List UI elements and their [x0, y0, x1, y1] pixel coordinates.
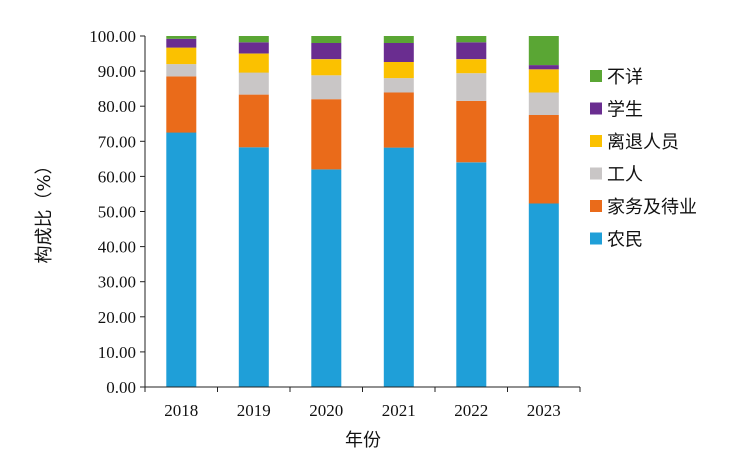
- x-axis-title: 年份: [345, 430, 381, 451]
- y-tick-label: 30.00: [98, 273, 136, 292]
- bars-group: [166, 36, 559, 387]
- legend-label-series-5: 不详: [607, 67, 643, 88]
- bar-segment-2020-series-5: [311, 36, 342, 43]
- legend-swatch-series-4: [590, 102, 602, 115]
- bar-segment-2018-series-1: [166, 76, 197, 133]
- y-tick-label: 90.00: [98, 62, 136, 81]
- bar-segment-2020-series-4: [311, 43, 342, 60]
- bar-segment-2019-series-5: [238, 36, 269, 43]
- bar-segment-2023-series-0: [528, 203, 559, 387]
- x-tick-labels: 2018 2019 2020 2021 2022 2023: [164, 401, 561, 420]
- bar-segment-2021-series-1: [383, 92, 414, 148]
- legend-label-series-0: 农民: [607, 230, 643, 251]
- bar-segment-2023-series-4: [528, 65, 559, 70]
- y-tick-label: 80.00: [98, 97, 136, 116]
- axes-group: [140, 35, 581, 392]
- y-tick-label: 20.00: [98, 308, 136, 327]
- bar-segment-2018-series-0: [166, 132, 197, 387]
- bar-segment-2022-series-3: [456, 59, 487, 74]
- legend-swatch-series-1: [590, 200, 602, 212]
- bar-segment-2022-series-5: [456, 36, 487, 43]
- y-tick-labels: 0.00 10.00 20.00 30.00 40.00 50.00 60.00 70.00 8…: [89, 27, 136, 397]
- bar-segment-2023-series-1: [528, 115, 559, 204]
- bar-segment-2023-series-5: [528, 36, 559, 66]
- bar-segment-2019-series-1: [238, 94, 269, 148]
- x-tick-label: 2023: [527, 401, 561, 420]
- y-tick-label: 10.00: [98, 343, 136, 362]
- y-tick-label: 0.00: [106, 378, 136, 397]
- bar-segment-2019-series-4: [238, 42, 269, 54]
- legend-swatch-series-3: [590, 135, 602, 147]
- bar-segment-2022-series-2: [456, 73, 487, 101]
- legend-swatch-series-5: [590, 70, 602, 82]
- legend-swatch-series-2: [590, 167, 602, 180]
- legend-label-series-4: 学生: [607, 100, 643, 121]
- legend-label-series-3: 离退人员: [607, 132, 679, 153]
- bar-segment-2018-series-3: [166, 47, 197, 65]
- bar-segment-2018-series-5: [166, 36, 197, 39]
- bar-segment-2022-series-0: [456, 162, 487, 387]
- bar-segment-2018-series-4: [166, 38, 197, 48]
- legend-label-series-1: 家务及待业: [607, 197, 697, 218]
- x-tick-label: 2018: [164, 401, 198, 420]
- x-tick-label: 2019: [237, 401, 271, 420]
- bar-segment-2020-series-3: [311, 59, 342, 76]
- bar-segment-2021-series-5: [383, 36, 414, 43]
- bar-segment-2019-series-3: [238, 53, 269, 73]
- bar-segment-2018-series-2: [166, 64, 197, 77]
- legend-label-series-2: 工人: [607, 165, 643, 186]
- legend-swatch-series-0: [590, 232, 602, 245]
- bar-segment-2021-series-4: [383, 43, 414, 62]
- bar-segment-2019-series-2: [238, 72, 269, 95]
- y-tick-label: 60.00: [98, 167, 136, 186]
- bar-segment-2023-series-2: [528, 92, 559, 115]
- bar-segment-2022-series-4: [456, 42, 487, 60]
- bar-segment-2023-series-3: [528, 69, 559, 93]
- bar-segment-2021-series-0: [383, 147, 414, 387]
- bar-segment-2020-series-1: [311, 99, 342, 170]
- bar-segment-2020-series-2: [311, 75, 342, 100]
- y-tick-label: 40.00: [98, 238, 136, 257]
- x-tick-label: 2021: [382, 401, 416, 420]
- bar-segment-2020-series-0: [311, 169, 342, 387]
- x-tick-label: 2022: [454, 401, 488, 420]
- x-tick-label: 2020: [309, 401, 343, 420]
- y-axis-title: 构成比（%）: [34, 156, 55, 263]
- y-tick-label: 50.00: [98, 203, 136, 222]
- y-tick-label: 70.00: [98, 132, 136, 151]
- bar-segment-2022-series-1: [456, 100, 487, 163]
- bar-segment-2019-series-0: [238, 147, 269, 387]
- bar-segment-2021-series-3: [383, 62, 414, 79]
- bar-segment-2021-series-2: [383, 78, 414, 93]
- y-tick-label: 100.00: [89, 27, 136, 46]
